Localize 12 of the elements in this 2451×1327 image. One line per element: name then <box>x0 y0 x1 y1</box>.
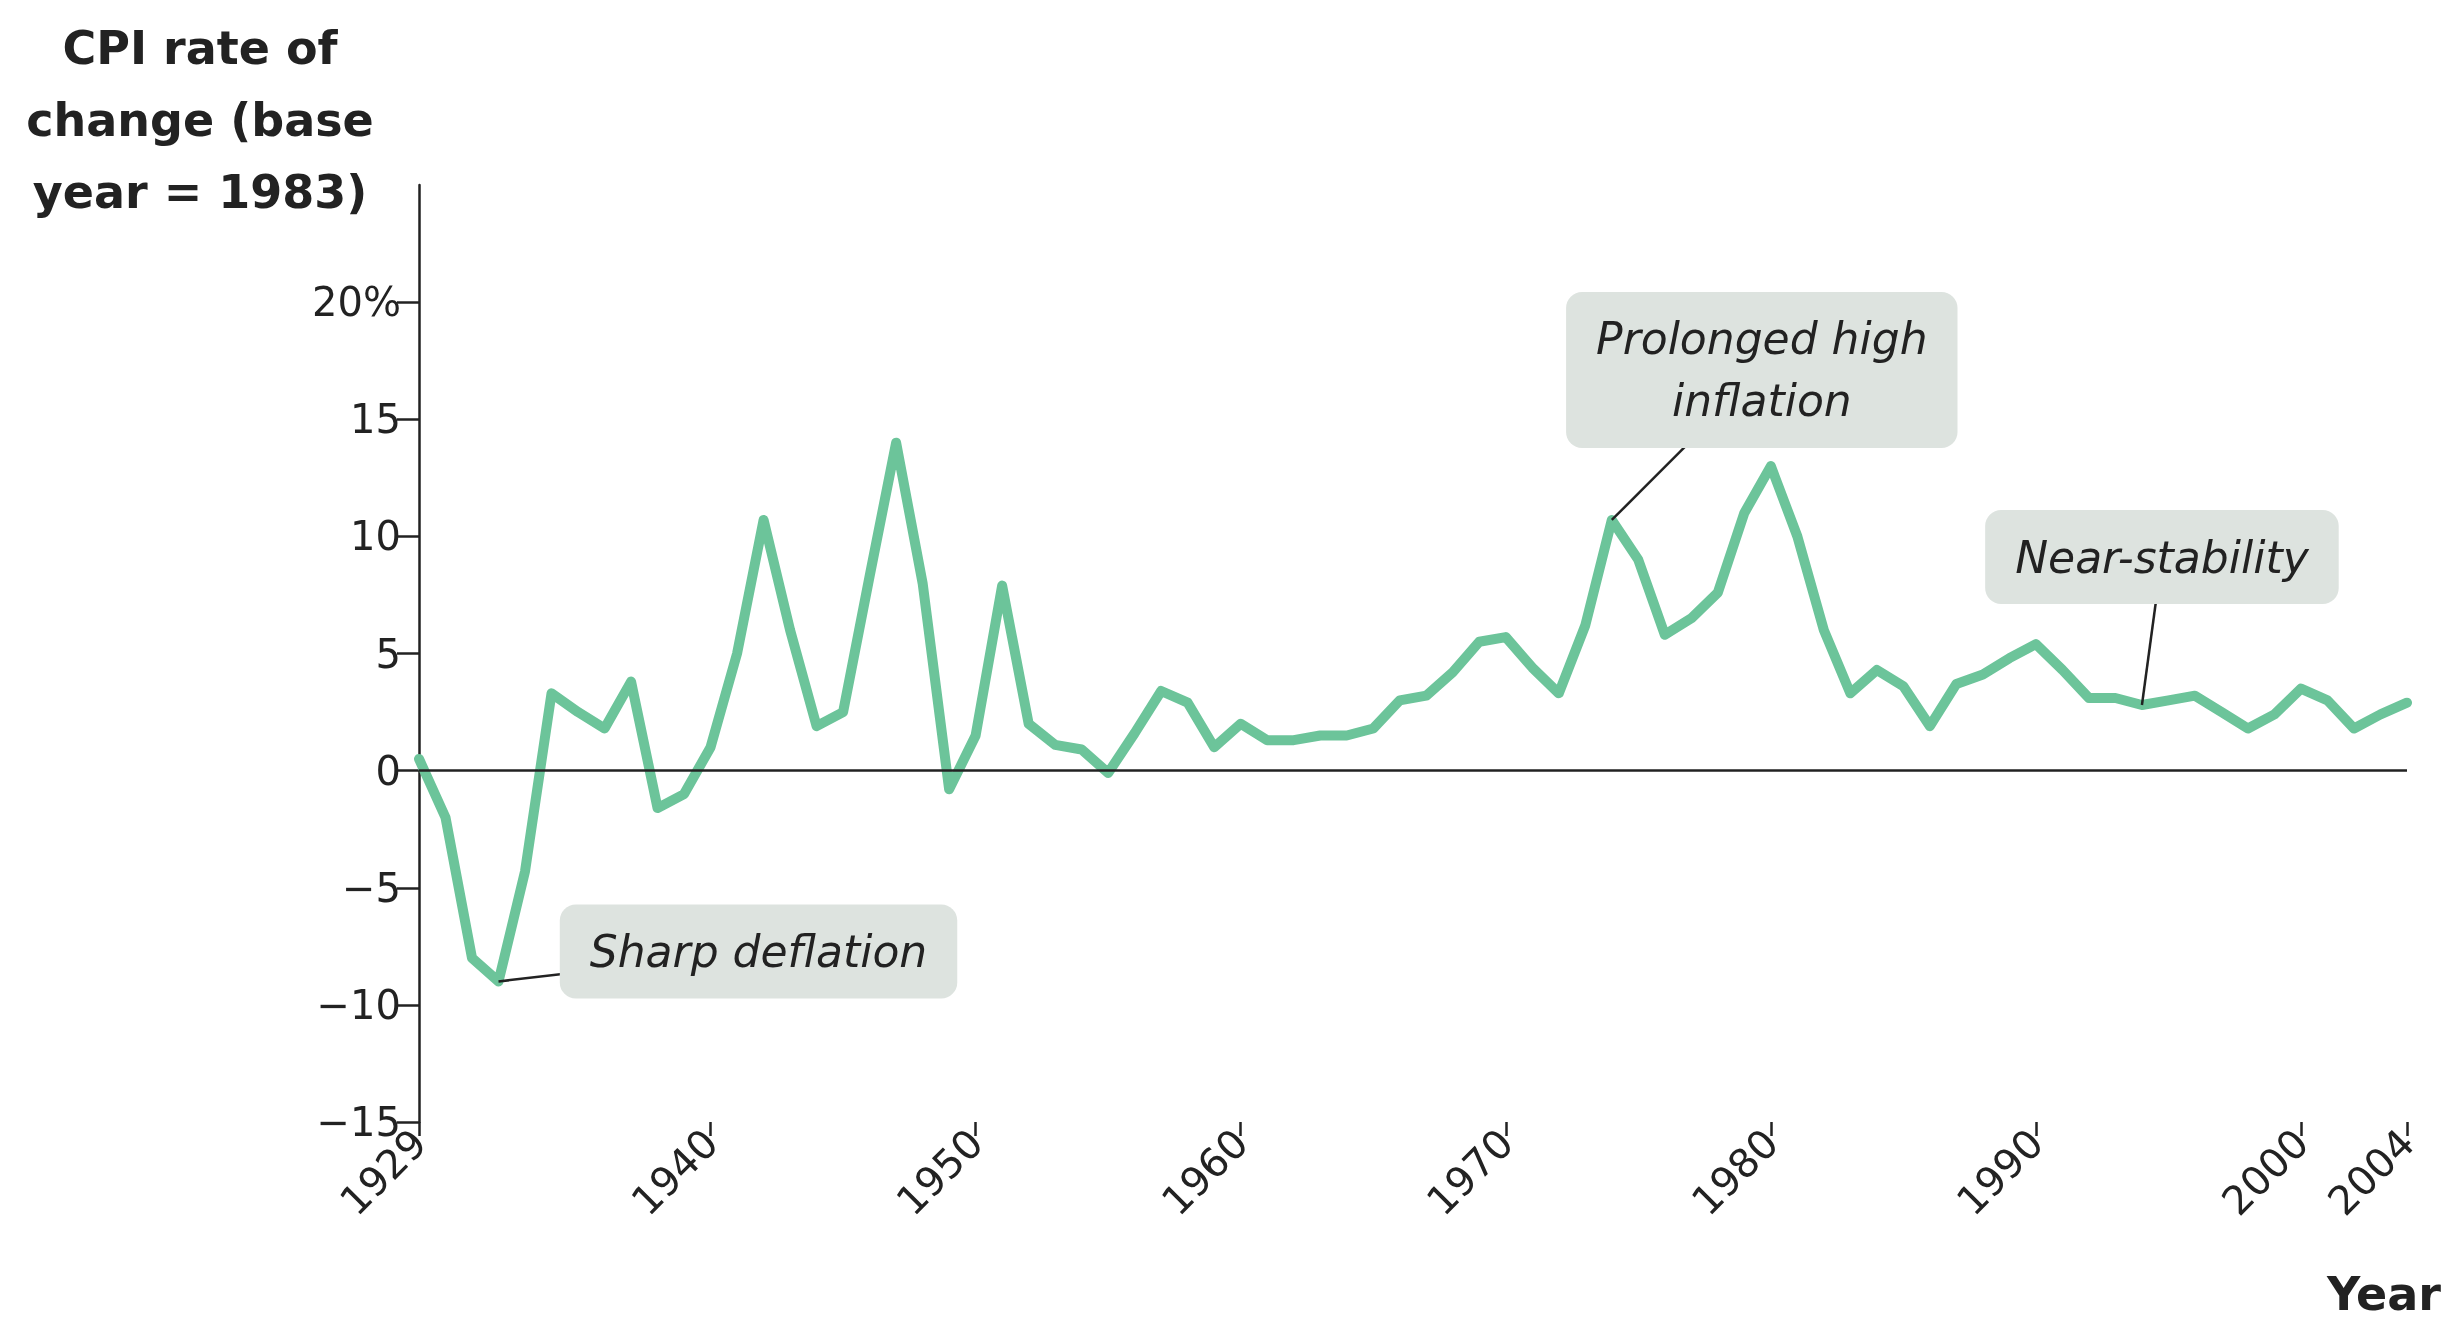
y-tick-label: 0 <box>375 747 401 794</box>
y-axis-title: CPI rate of change (base year = 1983) <box>26 21 374 219</box>
annotation: Prolonged high inflation <box>1596 313 1928 427</box>
annotation: Near-stability <box>2015 531 2310 583</box>
x-axis-title: Year <box>2325 1267 2442 1321</box>
y-tick-label: −5 <box>342 864 401 911</box>
annotation: Sharp deflation <box>589 925 928 977</box>
y-tick-label: 15 <box>350 396 401 443</box>
y-tick-label: −10 <box>316 981 401 1028</box>
y-tick-label: 10 <box>350 513 401 560</box>
y-tick-label: 20% <box>312 279 401 326</box>
y-tick-label: 5 <box>375 630 401 677</box>
